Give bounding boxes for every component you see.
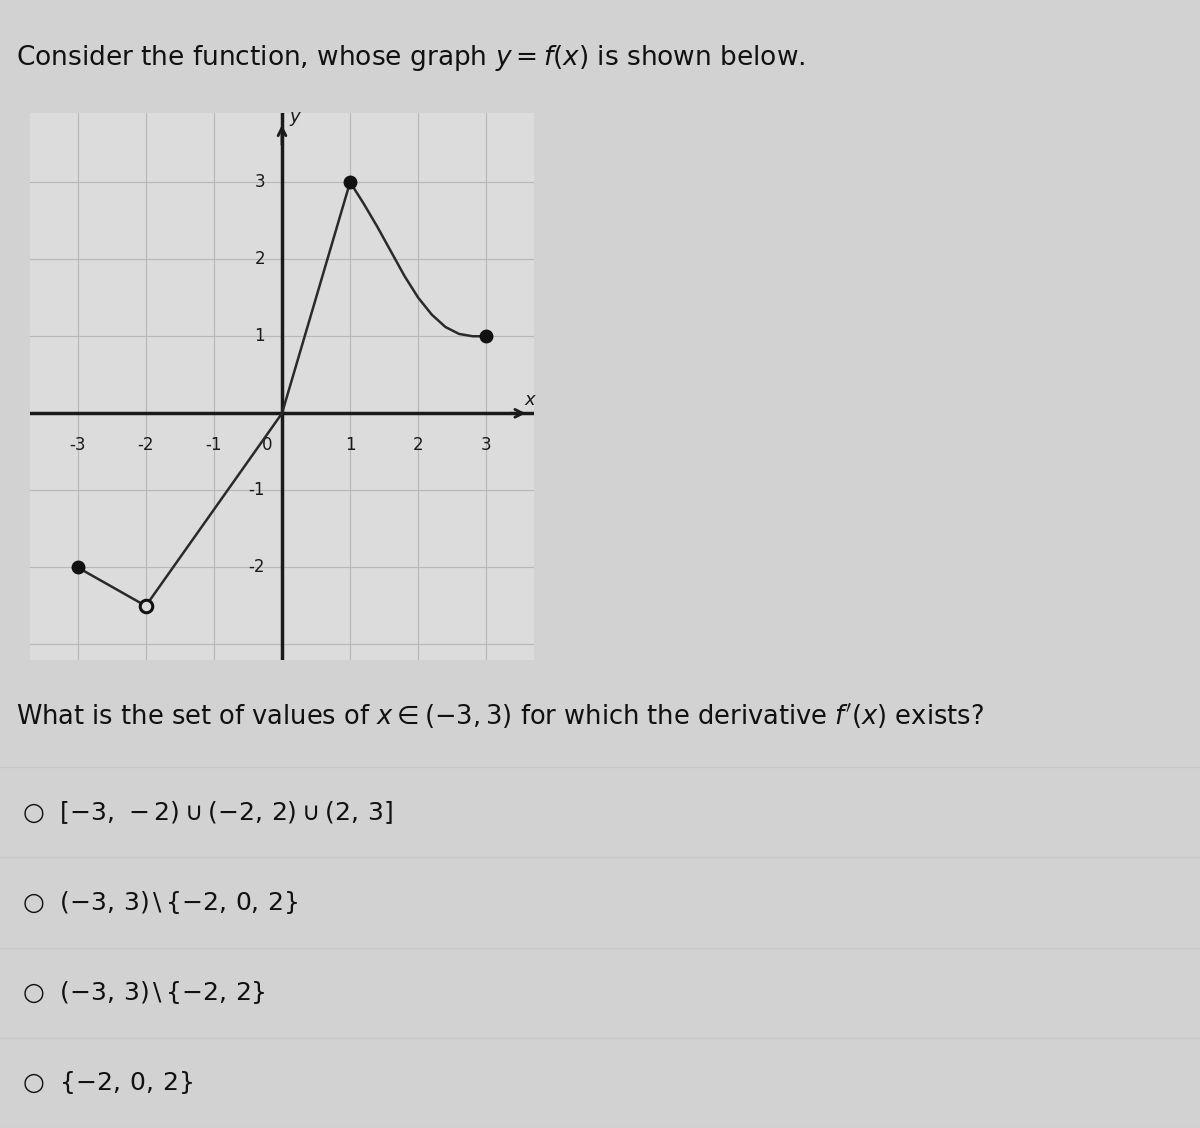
Text: What is the set of values of $x \in (-3, 3)$ for which the derivative $f'(x)$ ex: What is the set of values of $x \in (-3,…: [16, 700, 983, 730]
Text: 0: 0: [262, 437, 272, 455]
Text: $\bigcirc$  $\{-2,\,0,\,2\}$: $\bigcirc$ $\{-2,\,0,\,2\}$: [22, 1069, 192, 1096]
Text: 3: 3: [254, 174, 265, 191]
Text: $x$: $x$: [524, 391, 538, 409]
Text: Consider the function, whose graph $y = f(x)$ is shown below.: Consider the function, whose graph $y = …: [16, 43, 805, 73]
Text: 3: 3: [481, 437, 492, 455]
Text: $\bigcirc$  $(-3,\,3)\,\backslash\,\{-2,\,0,\,2\}$: $\bigcirc$ $(-3,\,3)\,\backslash\,\{-2,\…: [22, 889, 298, 916]
Text: 1: 1: [344, 437, 355, 455]
Text: -2: -2: [138, 437, 154, 455]
Text: $\bigcirc$  $[-3,\,-2)\cup(-2,\,2)\cup(2,\,3]$: $\bigcirc$ $[-3,\,-2)\cup(-2,\,2)\cup(2,…: [22, 799, 392, 826]
Text: -2: -2: [248, 558, 265, 576]
Text: $y$: $y$: [289, 109, 302, 127]
Text: -3: -3: [70, 437, 86, 455]
Text: 2: 2: [413, 437, 424, 455]
Text: -1: -1: [248, 482, 265, 500]
Text: $\bigcirc$  $(-3,\,3)\,\backslash\,\{-2,\,2\}$: $\bigcirc$ $(-3,\,3)\,\backslash\,\{-2,\…: [22, 979, 265, 1006]
Text: -1: -1: [205, 437, 222, 455]
Text: 2: 2: [254, 250, 265, 268]
Text: 1: 1: [254, 327, 265, 345]
